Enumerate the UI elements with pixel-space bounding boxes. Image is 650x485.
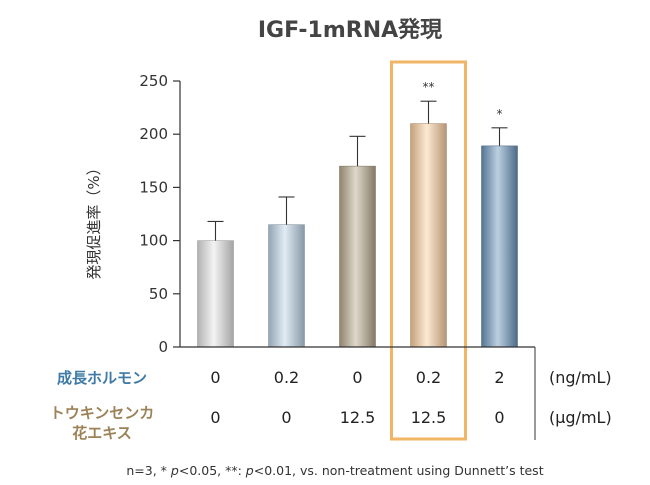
bar-4 [410, 123, 447, 348]
y-tick-label: 250 [139, 72, 168, 90]
significance-4: ** [423, 80, 435, 94]
row-label-calendula-line2: 花エキス [72, 424, 132, 442]
y-tick-label: 50 [149, 285, 168, 303]
footnote: n=3, * p<0.05, **: p<0.01, vs. non-treat… [126, 463, 543, 478]
row-label-growth-hormone: 成長ホルモン [57, 369, 147, 387]
row-label-calendula-line1: トウキンセンカ [50, 404, 155, 422]
bar-2 [268, 224, 305, 348]
calendula-value-3: 12.5 [340, 408, 376, 427]
bar-3 [339, 165, 376, 348]
bars [197, 123, 518, 348]
chart-title: IGF-1mRNA発現 [258, 18, 442, 43]
y-tick-label: 150 [139, 178, 168, 196]
highlight-rect [390, 60, 467, 441]
y-axis: 0 50 100 150 200 250 [139, 72, 181, 356]
unit-ug-ml: (μg/mL) [549, 408, 612, 427]
growth-hormone-value-5: 2 [494, 368, 504, 387]
error-bars [207, 100, 508, 241]
growth-hormone-value-2: 0.2 [274, 368, 299, 387]
calendula-value-5: 0 [494, 408, 504, 427]
bar-5 [481, 145, 518, 348]
unit-ng-ml: (ng/mL) [549, 368, 612, 387]
conditions-table: 成長ホルモン トウキンセンカ 花エキス (ng/mL) (μg/mL) 0 0.2… [50, 347, 612, 442]
calendula-value-4: 12.5 [411, 408, 447, 427]
y-tick-label: 200 [139, 125, 168, 143]
bar-1 [197, 240, 234, 348]
growth-hormone-value-1: 0 [210, 368, 220, 387]
significance-marks: *** [423, 80, 503, 121]
y-tick-label: 0 [158, 338, 168, 356]
calendula-value-2: 0 [281, 408, 291, 427]
growth-hormone-value-3: 0 [352, 368, 362, 387]
highlight-box [390, 60, 467, 441]
y-tick-label: 100 [139, 232, 168, 250]
calendula-value-1: 0 [210, 408, 220, 427]
significance-5: * [497, 107, 503, 121]
y-axis-label: 発現促進率（%） [85, 160, 103, 279]
growth-hormone-value-4: 0.2 [416, 368, 441, 387]
